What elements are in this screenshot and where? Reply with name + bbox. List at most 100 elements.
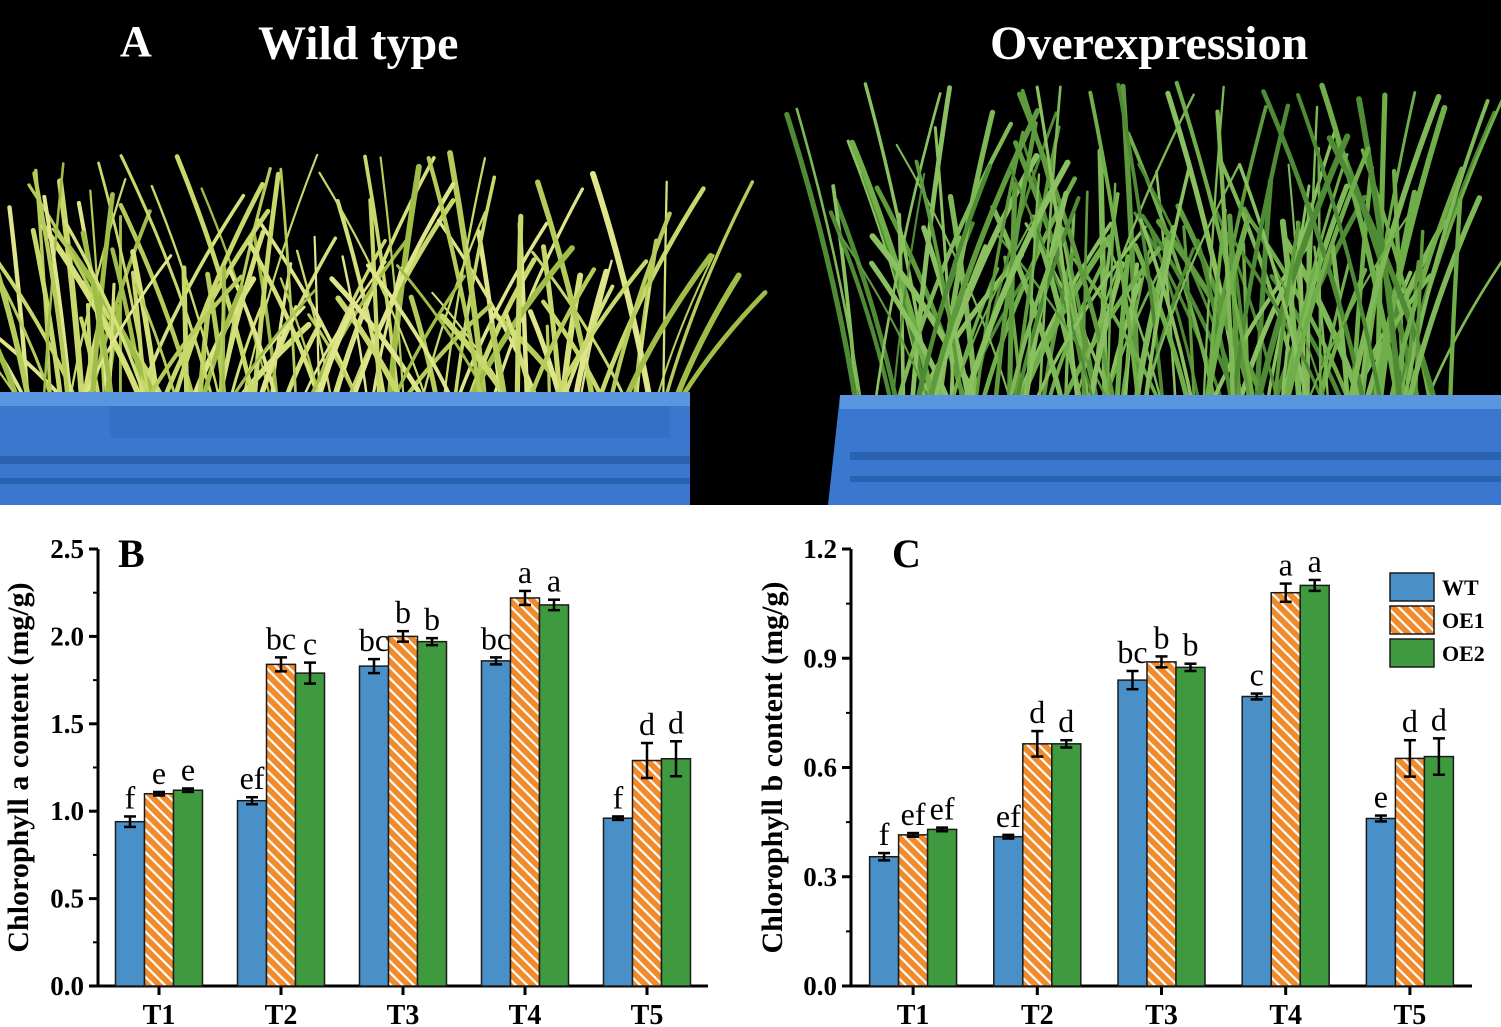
panel-label: C bbox=[892, 531, 921, 576]
panel-label: B bbox=[118, 531, 145, 576]
bar-oe2-t2 bbox=[294, 672, 326, 987]
panel-a-label: A bbox=[120, 17, 152, 66]
bar-wt-t1 bbox=[868, 855, 900, 987]
significance-letter: bc bbox=[359, 622, 389, 658]
x-tick-label: T2 bbox=[265, 1000, 298, 1027]
wild-type-tray bbox=[0, 392, 690, 505]
y-tick-label: 0.0 bbox=[803, 971, 837, 1001]
significance-letter: d bbox=[1431, 701, 1447, 737]
significance-letter: f bbox=[879, 816, 890, 852]
y-tick-label: 2.0 bbox=[50, 621, 84, 651]
y-tick-label: 0.0 bbox=[50, 971, 84, 1001]
bar-oe1-t5 bbox=[631, 759, 663, 987]
y-tick-label: 1.2 bbox=[803, 534, 837, 564]
bar-wt-t4 bbox=[480, 660, 512, 987]
significance-letter: e bbox=[152, 755, 166, 791]
bar-oe1-t1 bbox=[897, 834, 929, 987]
significance-letter: ef bbox=[240, 760, 265, 796]
legend: WT OE1 OE2 bbox=[1389, 572, 1485, 668]
significance-letter: a bbox=[547, 563, 561, 599]
y-axis-label: Chlorophyll a content (mg/g) bbox=[2, 582, 35, 952]
bar-wt-t3 bbox=[1117, 679, 1148, 987]
significance-letter: d bbox=[1029, 694, 1045, 730]
significance-letter: ef bbox=[901, 796, 926, 832]
y-tick-label: 0.5 bbox=[50, 884, 84, 914]
legend-swatch bbox=[1389, 605, 1435, 635]
chlorophyll-b-chart: 0.0 0.3 0.6 0.9 1.2 Chlorophyll b content (mg… bbox=[756, 531, 1485, 1027]
bar-oe1-t3 bbox=[387, 635, 419, 987]
x-tick-label: T5 bbox=[631, 1000, 664, 1027]
significance-letter: a bbox=[1308, 543, 1322, 579]
legend-label: OE2 bbox=[1442, 641, 1485, 666]
significance-letter: d bbox=[668, 704, 684, 740]
bar-wt-t4 bbox=[1241, 695, 1272, 987]
bar-oe2-t4 bbox=[1299, 584, 1330, 987]
significance-letter: f bbox=[125, 779, 136, 815]
bar-wt-t1 bbox=[114, 820, 146, 987]
bar-oe1-t2 bbox=[1022, 743, 1053, 987]
y-tick-label: 0.3 bbox=[803, 862, 837, 892]
bar-oe2-t1 bbox=[172, 789, 204, 987]
significance-letter: ef bbox=[996, 798, 1021, 834]
y-tick-label: 1.5 bbox=[50, 709, 84, 739]
x-tick-label: T3 bbox=[1145, 1000, 1178, 1027]
significance-letter: e bbox=[181, 751, 195, 787]
y-tick-label: 2.5 bbox=[50, 534, 84, 564]
bar-oe1-t1 bbox=[143, 792, 175, 987]
bar-wt-t2 bbox=[993, 835, 1024, 987]
bar-wt-t2 bbox=[236, 799, 268, 987]
bar-oe1-t4 bbox=[1270, 591, 1301, 987]
y-tick-label: 1.0 bbox=[50, 796, 84, 826]
bar-oe2-t3 bbox=[416, 640, 448, 987]
x-tick-label: T5 bbox=[1394, 1000, 1427, 1027]
y-tick-label: 0.9 bbox=[803, 643, 837, 673]
bar-oe1-t5 bbox=[1394, 757, 1426, 987]
significance-letter: a bbox=[1279, 547, 1293, 583]
significance-letter: bc bbox=[481, 620, 511, 656]
significance-letter: bc bbox=[1117, 634, 1147, 670]
photo-panel: A Wild type Overexpression bbox=[0, 0, 1501, 505]
bar-oe1-t4 bbox=[509, 597, 541, 987]
x-tick-label: T1 bbox=[143, 1000, 176, 1027]
overexpression-label: Overexpression bbox=[990, 17, 1309, 70]
bar-oe2-t5 bbox=[660, 758, 692, 987]
significance-letter: b bbox=[424, 601, 440, 637]
chlorophyll-a-chart: 0.0 0.5 1.0 1.5 2.0 2.5 Chlorophyll a content … bbox=[2, 531, 708, 1027]
x-tick-label: T1 bbox=[897, 1000, 930, 1027]
significance-letter: f bbox=[613, 779, 624, 815]
y-tick-label: 0.6 bbox=[803, 753, 837, 783]
overexpression-plants bbox=[784, 80, 1501, 453]
bar-oe2-t1 bbox=[926, 828, 958, 987]
significance-letter: d bbox=[639, 706, 655, 742]
y-axis-label: Chlorophyll b content (mg/g) bbox=[756, 582, 789, 954]
significance-letter: b bbox=[395, 594, 411, 630]
bar-oe1-t2 bbox=[265, 663, 297, 987]
legend-swatch bbox=[1389, 572, 1435, 602]
legend-label: OE1 bbox=[1442, 608, 1485, 633]
significance-letter: b bbox=[1183, 627, 1199, 663]
legend-label: WT bbox=[1442, 575, 1479, 600]
significance-letter: bc bbox=[266, 620, 296, 656]
overexpression-tray bbox=[828, 395, 1501, 505]
legend-swatch bbox=[1389, 638, 1435, 668]
significance-letter: d bbox=[1402, 703, 1418, 739]
wild-type-label: Wild type bbox=[258, 17, 459, 70]
bar-wt-t5 bbox=[1365, 817, 1397, 987]
x-tick-label: T3 bbox=[387, 1000, 420, 1027]
plant-photo-illustration bbox=[0, 80, 1501, 505]
significance-letter: d bbox=[1058, 703, 1074, 739]
significance-letter: e bbox=[1374, 779, 1388, 815]
bar-oe2-t5 bbox=[1423, 755, 1455, 987]
bar-oe1-t3 bbox=[1146, 661, 1177, 987]
bar-oe2-t4 bbox=[538, 604, 570, 987]
x-tick-label: T4 bbox=[1269, 1000, 1302, 1027]
significance-letter: a bbox=[518, 554, 532, 590]
x-tick-label: T2 bbox=[1021, 1000, 1054, 1027]
significance-letter: b bbox=[1154, 619, 1170, 655]
significance-letter: c bbox=[1250, 657, 1264, 693]
bar-wt-t3 bbox=[358, 665, 390, 987]
significance-letter: ef bbox=[930, 791, 955, 827]
bar-oe2-t2 bbox=[1051, 743, 1082, 987]
significance-letter: c bbox=[303, 626, 317, 662]
bar-oe2-t3 bbox=[1175, 666, 1206, 987]
